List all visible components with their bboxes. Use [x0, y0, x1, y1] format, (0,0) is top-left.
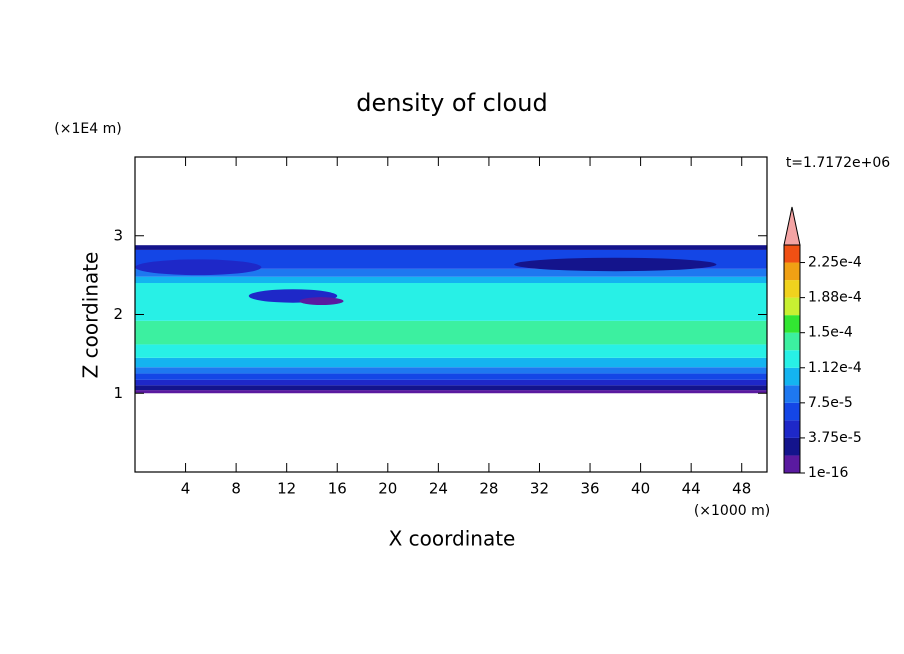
colorbar-bin	[784, 402, 800, 421]
contour-band	[135, 283, 767, 321]
colorbar-tick-label: 1.5e-4	[808, 325, 853, 341]
x-tick-label: 8	[231, 480, 241, 498]
y-tick-label: 1	[113, 384, 123, 402]
colorbar-bin	[784, 297, 800, 316]
x-tick-label: 4	[181, 480, 191, 498]
contour-band	[135, 367, 767, 374]
colorbar-tick-label: 1e-16	[808, 465, 848, 481]
contour-patch	[135, 259, 262, 276]
x-tick-label: 36	[580, 480, 599, 498]
contour-band	[135, 320, 767, 345]
contour-band	[135, 379, 767, 386]
contour-band	[135, 268, 767, 277]
colorbar-bin	[784, 280, 800, 298]
colorbar-bin	[784, 437, 800, 456]
contour-patch	[514, 257, 717, 272]
colorbar-tick-label: 1.88e-4	[808, 290, 862, 306]
x-tick-label: 24	[429, 480, 448, 498]
y-tick-label: 2	[113, 305, 123, 323]
x-unit-label: (×1000 m)	[694, 503, 770, 519]
colorbar-bin	[784, 455, 800, 473]
contour-band	[135, 385, 767, 391]
y-tick-label: 3	[113, 226, 123, 244]
x-tick-label: 20	[378, 480, 397, 498]
colorbar-tick-label: 3.75e-5	[808, 430, 862, 446]
colorbar-tick-label: 1.12e-4	[808, 360, 862, 376]
contour-band	[135, 390, 767, 394]
chart-title: density of cloud	[356, 89, 547, 117]
x-axis-label: X coordinate	[389, 527, 516, 551]
colorbar-bin	[784, 350, 800, 368]
contour-band	[135, 276, 767, 283]
time-annotation: t=1.7172e+06	[786, 155, 890, 171]
x-tick-label: 40	[631, 480, 650, 498]
x-tick-label: 16	[328, 480, 347, 498]
y-unit-label: (×1E4 m)	[54, 121, 121, 137]
x-tick-label: 32	[530, 480, 549, 498]
colorbar-tick-label: 7.5e-5	[808, 395, 853, 411]
contour-patch	[299, 297, 344, 306]
colorbar-bin	[784, 315, 800, 333]
colorbar-bin	[784, 420, 800, 438]
contour-band	[135, 373, 767, 380]
x-tick-label: 28	[479, 480, 498, 498]
colorbar-bin	[784, 262, 800, 281]
colorbar-bin	[784, 332, 800, 351]
contour-band	[135, 357, 767, 368]
colorbar-extension	[783, 206, 801, 246]
x-tick-label: 48	[732, 480, 751, 498]
contour-field	[135, 245, 767, 394]
colorbar-bin	[784, 385, 800, 403]
x-tick-label: 12	[277, 480, 296, 498]
colorbar: 1e-16 3.75e-5 7.5e-5 1.12e-4 1.5e-4 1.88e-4 2.…	[783, 206, 862, 481]
colorbar-tick-label: 2.25e-4	[808, 255, 862, 271]
x-tick-label: 44	[682, 480, 701, 498]
colorbar-frame	[783, 244, 801, 474]
y-axis-label: Z coordinate	[79, 252, 103, 379]
contour-band	[135, 344, 767, 358]
colorbar-bin	[784, 245, 800, 263]
colorbar-bin	[784, 367, 800, 386]
contour-band	[135, 245, 767, 250]
